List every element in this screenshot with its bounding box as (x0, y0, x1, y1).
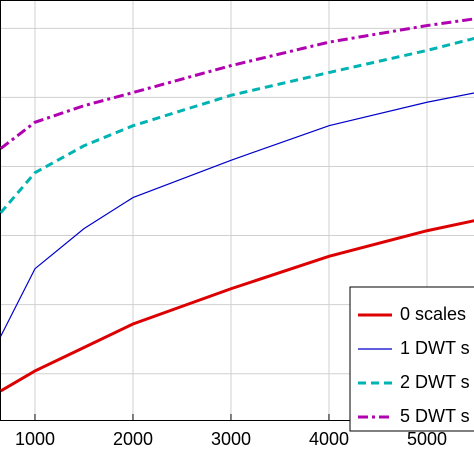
x-tick-label: 1000 (15, 429, 55, 449)
series-line (0, 219, 474, 393)
x-tick-label: 2000 (113, 429, 153, 449)
x-tick-label: 3000 (211, 429, 251, 449)
legend-label: 0 scales (400, 304, 466, 324)
series-line (0, 17, 474, 150)
legend-label: 2 DWT s (400, 372, 470, 392)
series-line (0, 92, 474, 337)
legend-label: 5 DWT s (400, 406, 470, 426)
legend-box (349, 286, 474, 432)
legend-label: 1 DWT s (400, 338, 470, 358)
x-tick-label: 5000 (407, 429, 447, 449)
series-line (0, 36, 474, 214)
x-tick-label: 4000 (309, 429, 349, 449)
plot-frame (0, 0, 474, 421)
